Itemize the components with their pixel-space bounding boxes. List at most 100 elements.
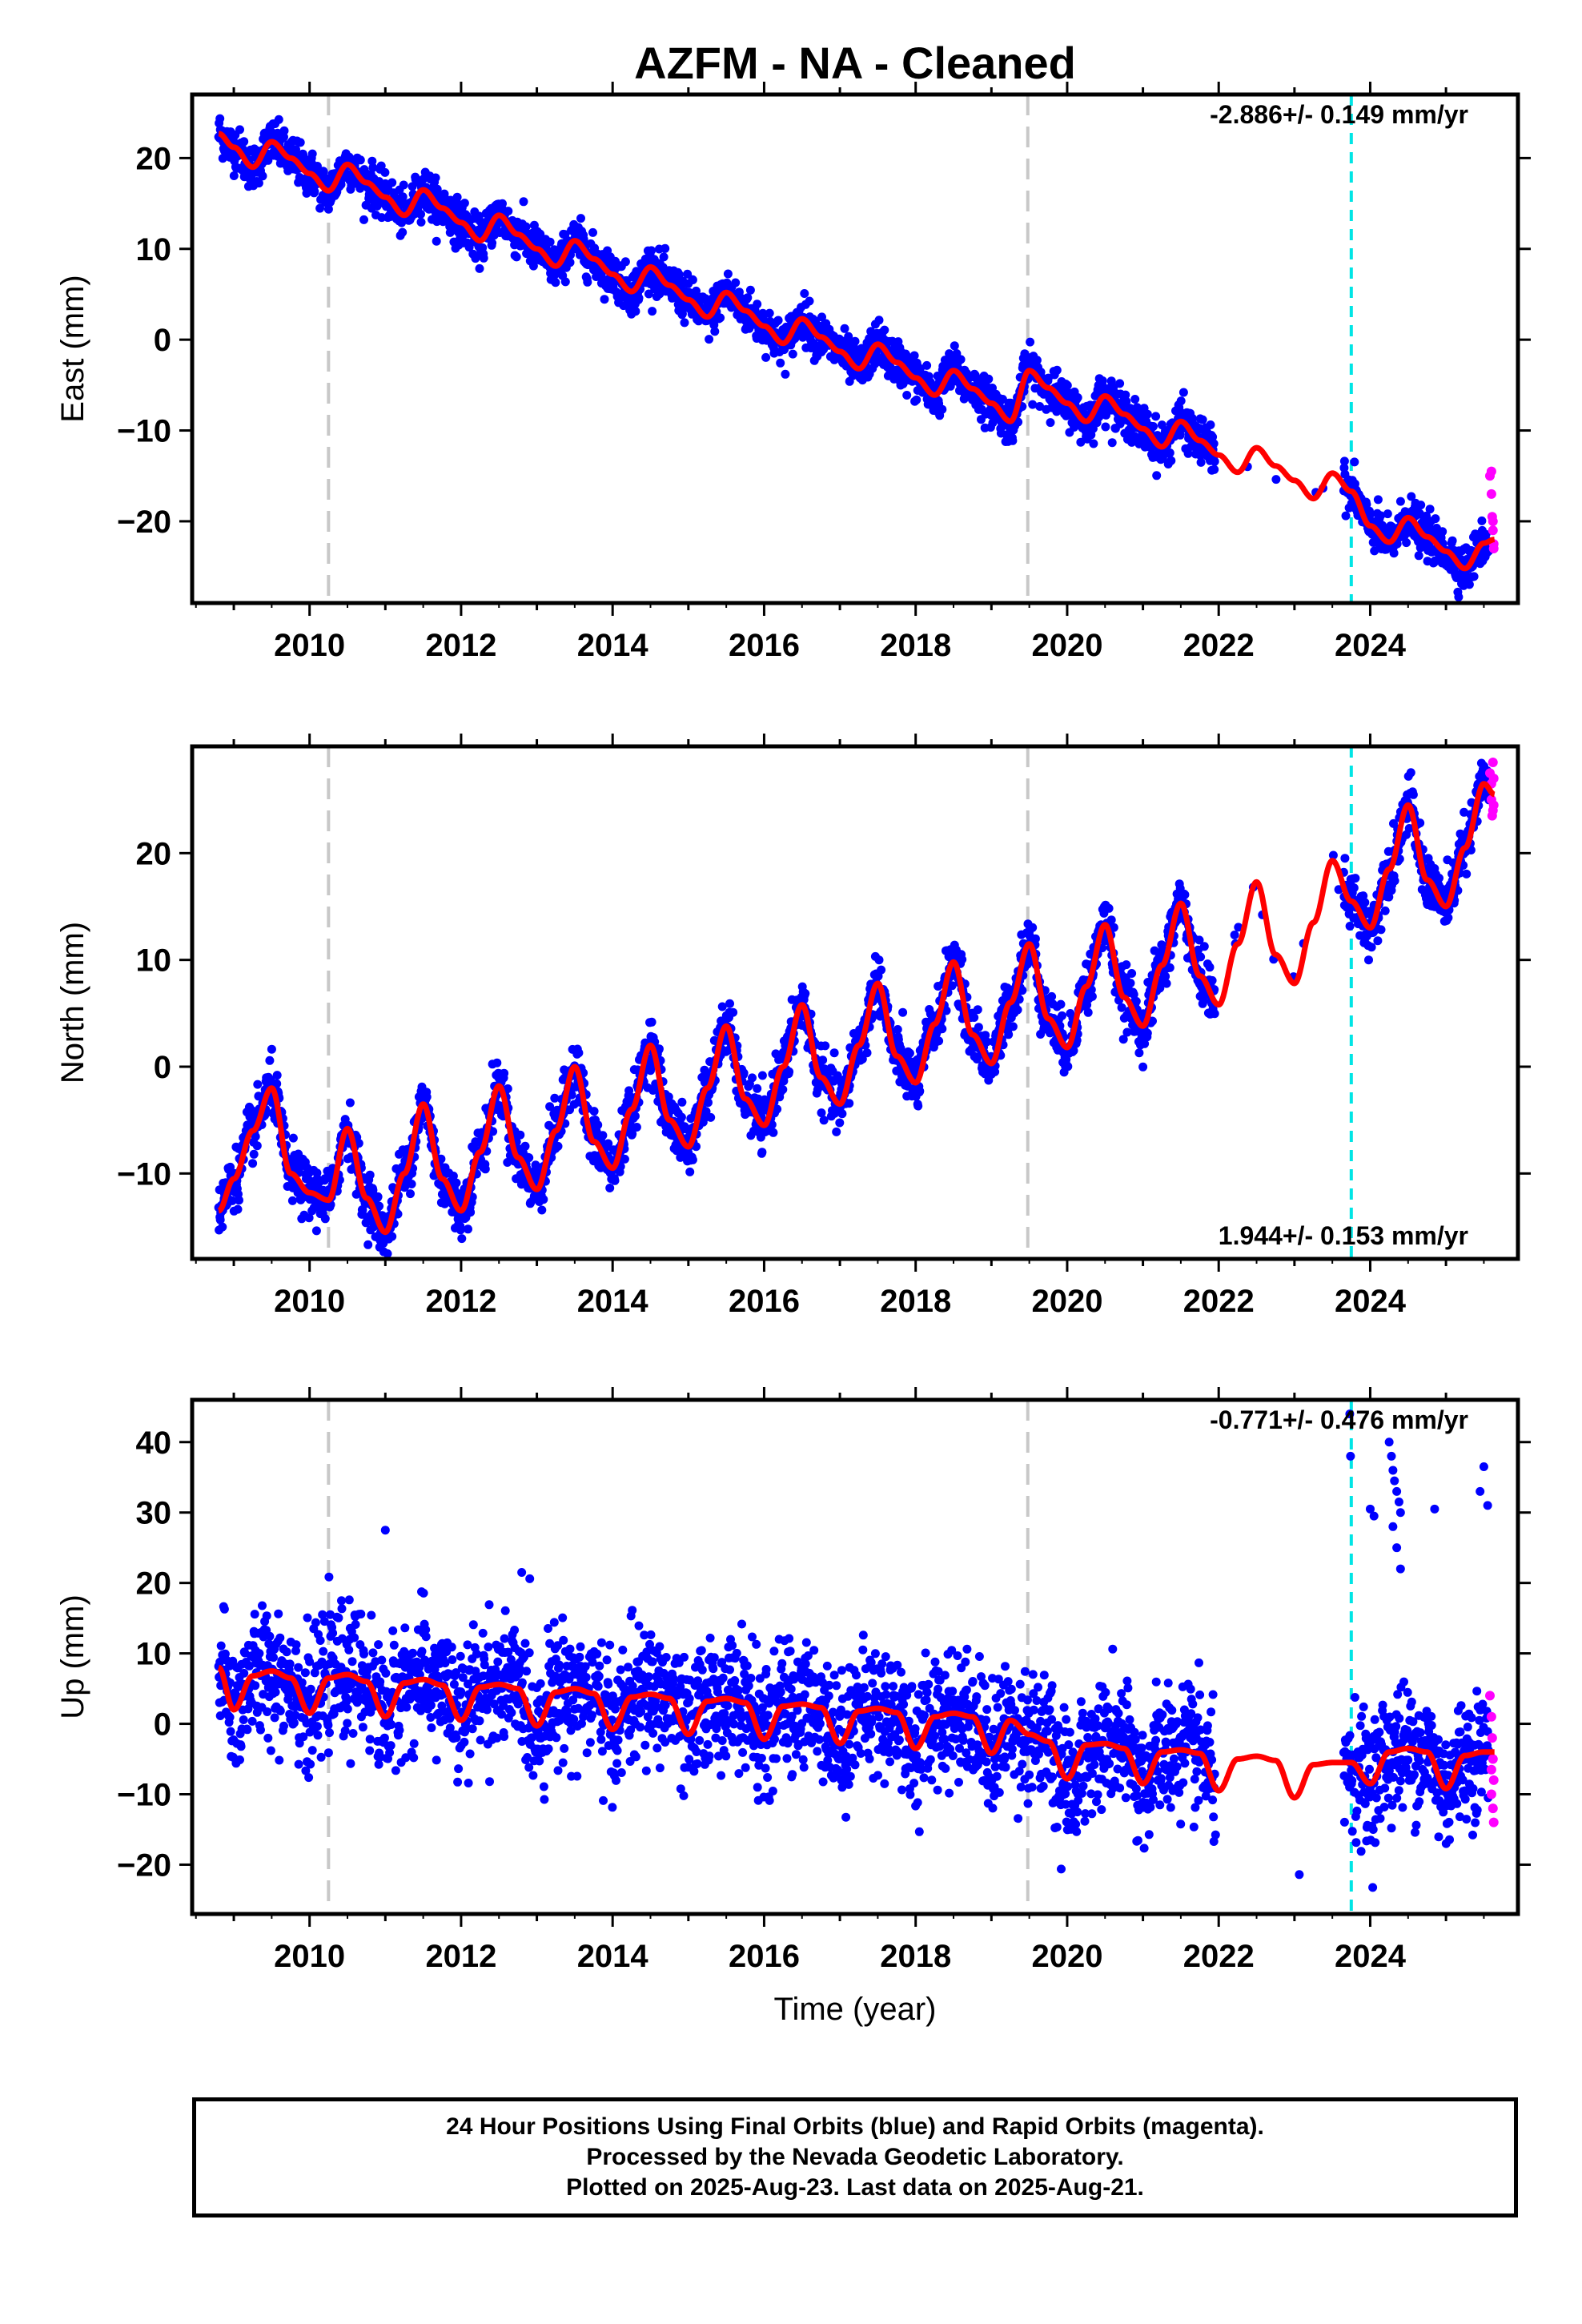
north-data-point bbox=[778, 1085, 788, 1094]
north-data-point bbox=[267, 1044, 276, 1054]
north-data-point bbox=[1028, 923, 1038, 932]
north-data-point bbox=[500, 1068, 509, 1078]
east-data-point bbox=[788, 349, 797, 359]
east-data-point bbox=[498, 199, 507, 208]
east-x-tick-label: 2018 bbox=[880, 628, 951, 663]
east-y-tick-label: −20 bbox=[117, 505, 171, 540]
east-data-point bbox=[1414, 551, 1423, 561]
east-data-point bbox=[1142, 409, 1152, 419]
north-data-point bbox=[769, 1128, 778, 1137]
north-data-point bbox=[647, 1017, 656, 1027]
east-data-point bbox=[416, 217, 426, 227]
east-data-point bbox=[380, 167, 390, 177]
east-data-point bbox=[1416, 501, 1426, 510]
east-data-point bbox=[215, 114, 225, 123]
north-data-point bbox=[620, 1154, 629, 1164]
north-data-point bbox=[233, 1204, 243, 1214]
east-data-point bbox=[731, 278, 741, 287]
north-data-point bbox=[466, 1208, 476, 1217]
north-data-point bbox=[1063, 1062, 1073, 1072]
east-data-point bbox=[1046, 418, 1055, 428]
north-data-point bbox=[218, 1222, 227, 1232]
east-rapid-point bbox=[1486, 466, 1496, 476]
north-data-point bbox=[253, 1080, 263, 1089]
east-data-point bbox=[399, 180, 408, 190]
north-data-point bbox=[383, 1261, 391, 1269]
east-x-tick-label: 2016 bbox=[729, 628, 800, 663]
chart-title: AZFM - NA - Cleaned bbox=[634, 38, 1076, 88]
east-data-point bbox=[387, 178, 397, 187]
east-rapid-point bbox=[1488, 543, 1499, 553]
north-data-point bbox=[248, 1159, 258, 1168]
east-data-point bbox=[680, 318, 689, 328]
east-panel: 2010 2012 2014 2016 2018 2020 2022 2024−20−1001… bbox=[55, 82, 1531, 663]
north-data-point bbox=[1058, 1011, 1066, 1020]
east-data-point bbox=[359, 215, 368, 224]
north-data-point bbox=[819, 1116, 829, 1125]
north-data-point bbox=[973, 1005, 982, 1015]
east-data-point bbox=[504, 207, 513, 216]
east-data-point bbox=[1350, 457, 1359, 467]
north-data-point bbox=[452, 1178, 461, 1188]
north-data-point bbox=[480, 1164, 490, 1174]
east-data-point bbox=[1149, 422, 1158, 431]
east-data-point bbox=[479, 253, 488, 263]
north-data-point bbox=[387, 1232, 397, 1241]
east-data-point bbox=[765, 308, 774, 318]
north-data-point bbox=[818, 1055, 828, 1065]
north-data-point bbox=[605, 1184, 615, 1192]
east-data-point bbox=[705, 335, 714, 344]
east-data-point bbox=[800, 289, 809, 298]
east-data-point bbox=[850, 336, 860, 346]
east-data-point bbox=[254, 179, 263, 188]
north-data-point bbox=[249, 1149, 259, 1159]
north-data-point bbox=[1004, 1030, 1014, 1039]
east-data-point bbox=[710, 327, 720, 336]
east-data-point bbox=[1196, 457, 1206, 467]
north-data-point bbox=[704, 1098, 713, 1108]
north-data-point bbox=[464, 1224, 472, 1234]
east-final-orbit-points bbox=[214, 114, 1494, 601]
east-data-point bbox=[1073, 393, 1082, 402]
north-data-point bbox=[265, 1055, 275, 1065]
north-data-point bbox=[252, 1141, 262, 1151]
east-data-point bbox=[355, 155, 365, 165]
east-data-point bbox=[408, 182, 417, 191]
east-data-point bbox=[239, 137, 249, 147]
east-data-point bbox=[376, 161, 386, 171]
east-data-point bbox=[274, 115, 283, 124]
north-data-point bbox=[1013, 1005, 1022, 1015]
north-data-point bbox=[311, 1226, 321, 1236]
north-data-point bbox=[934, 1036, 944, 1046]
east-data-point bbox=[1454, 593, 1464, 601]
east-data-point bbox=[488, 238, 497, 247]
east-data-point bbox=[745, 285, 755, 295]
east-data-point bbox=[307, 149, 317, 159]
north-panel: 2010 2012 2014 2016 2018 2020 2022 2024−1001020… bbox=[55, 734, 1531, 1319]
north-data-point bbox=[288, 1133, 298, 1143]
east-data-point bbox=[1062, 380, 1072, 390]
east-data-point bbox=[1165, 448, 1174, 457]
north-data-point bbox=[1030, 934, 1040, 943]
north-data-point bbox=[539, 1195, 548, 1204]
north-data-point bbox=[598, 1131, 608, 1140]
east-data-point bbox=[1271, 475, 1281, 485]
east-data-point bbox=[475, 263, 484, 273]
north-data-point bbox=[1083, 1007, 1093, 1017]
north-data-point bbox=[272, 1071, 282, 1080]
east-x-tick-label: 2012 bbox=[425, 628, 496, 663]
east-data-point bbox=[1101, 422, 1110, 432]
east-data-point bbox=[773, 316, 783, 325]
north-data-point bbox=[422, 1092, 432, 1102]
north-data-point bbox=[383, 1249, 392, 1258]
east-data-point bbox=[620, 257, 630, 267]
north-data-point bbox=[874, 955, 884, 965]
east-data-point bbox=[1469, 572, 1479, 581]
east-y-axis-label: East (mm) bbox=[55, 275, 90, 422]
north-data-point bbox=[363, 1240, 373, 1249]
east-data-point bbox=[1341, 511, 1351, 521]
east-data-point bbox=[432, 236, 441, 246]
east-data-point bbox=[1130, 395, 1140, 404]
east-y-tick-label: −10 bbox=[117, 414, 171, 449]
north-data-point bbox=[1087, 991, 1097, 1001]
